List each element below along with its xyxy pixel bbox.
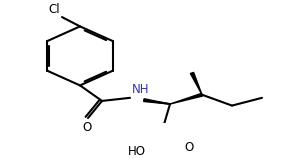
Polygon shape: [190, 73, 202, 95]
Polygon shape: [144, 99, 170, 104]
Text: NH: NH: [132, 83, 150, 96]
Text: O: O: [82, 121, 92, 134]
Text: Cl: Cl: [49, 3, 60, 15]
Text: O: O: [184, 140, 193, 154]
Polygon shape: [170, 93, 203, 104]
Text: HO: HO: [128, 145, 146, 158]
